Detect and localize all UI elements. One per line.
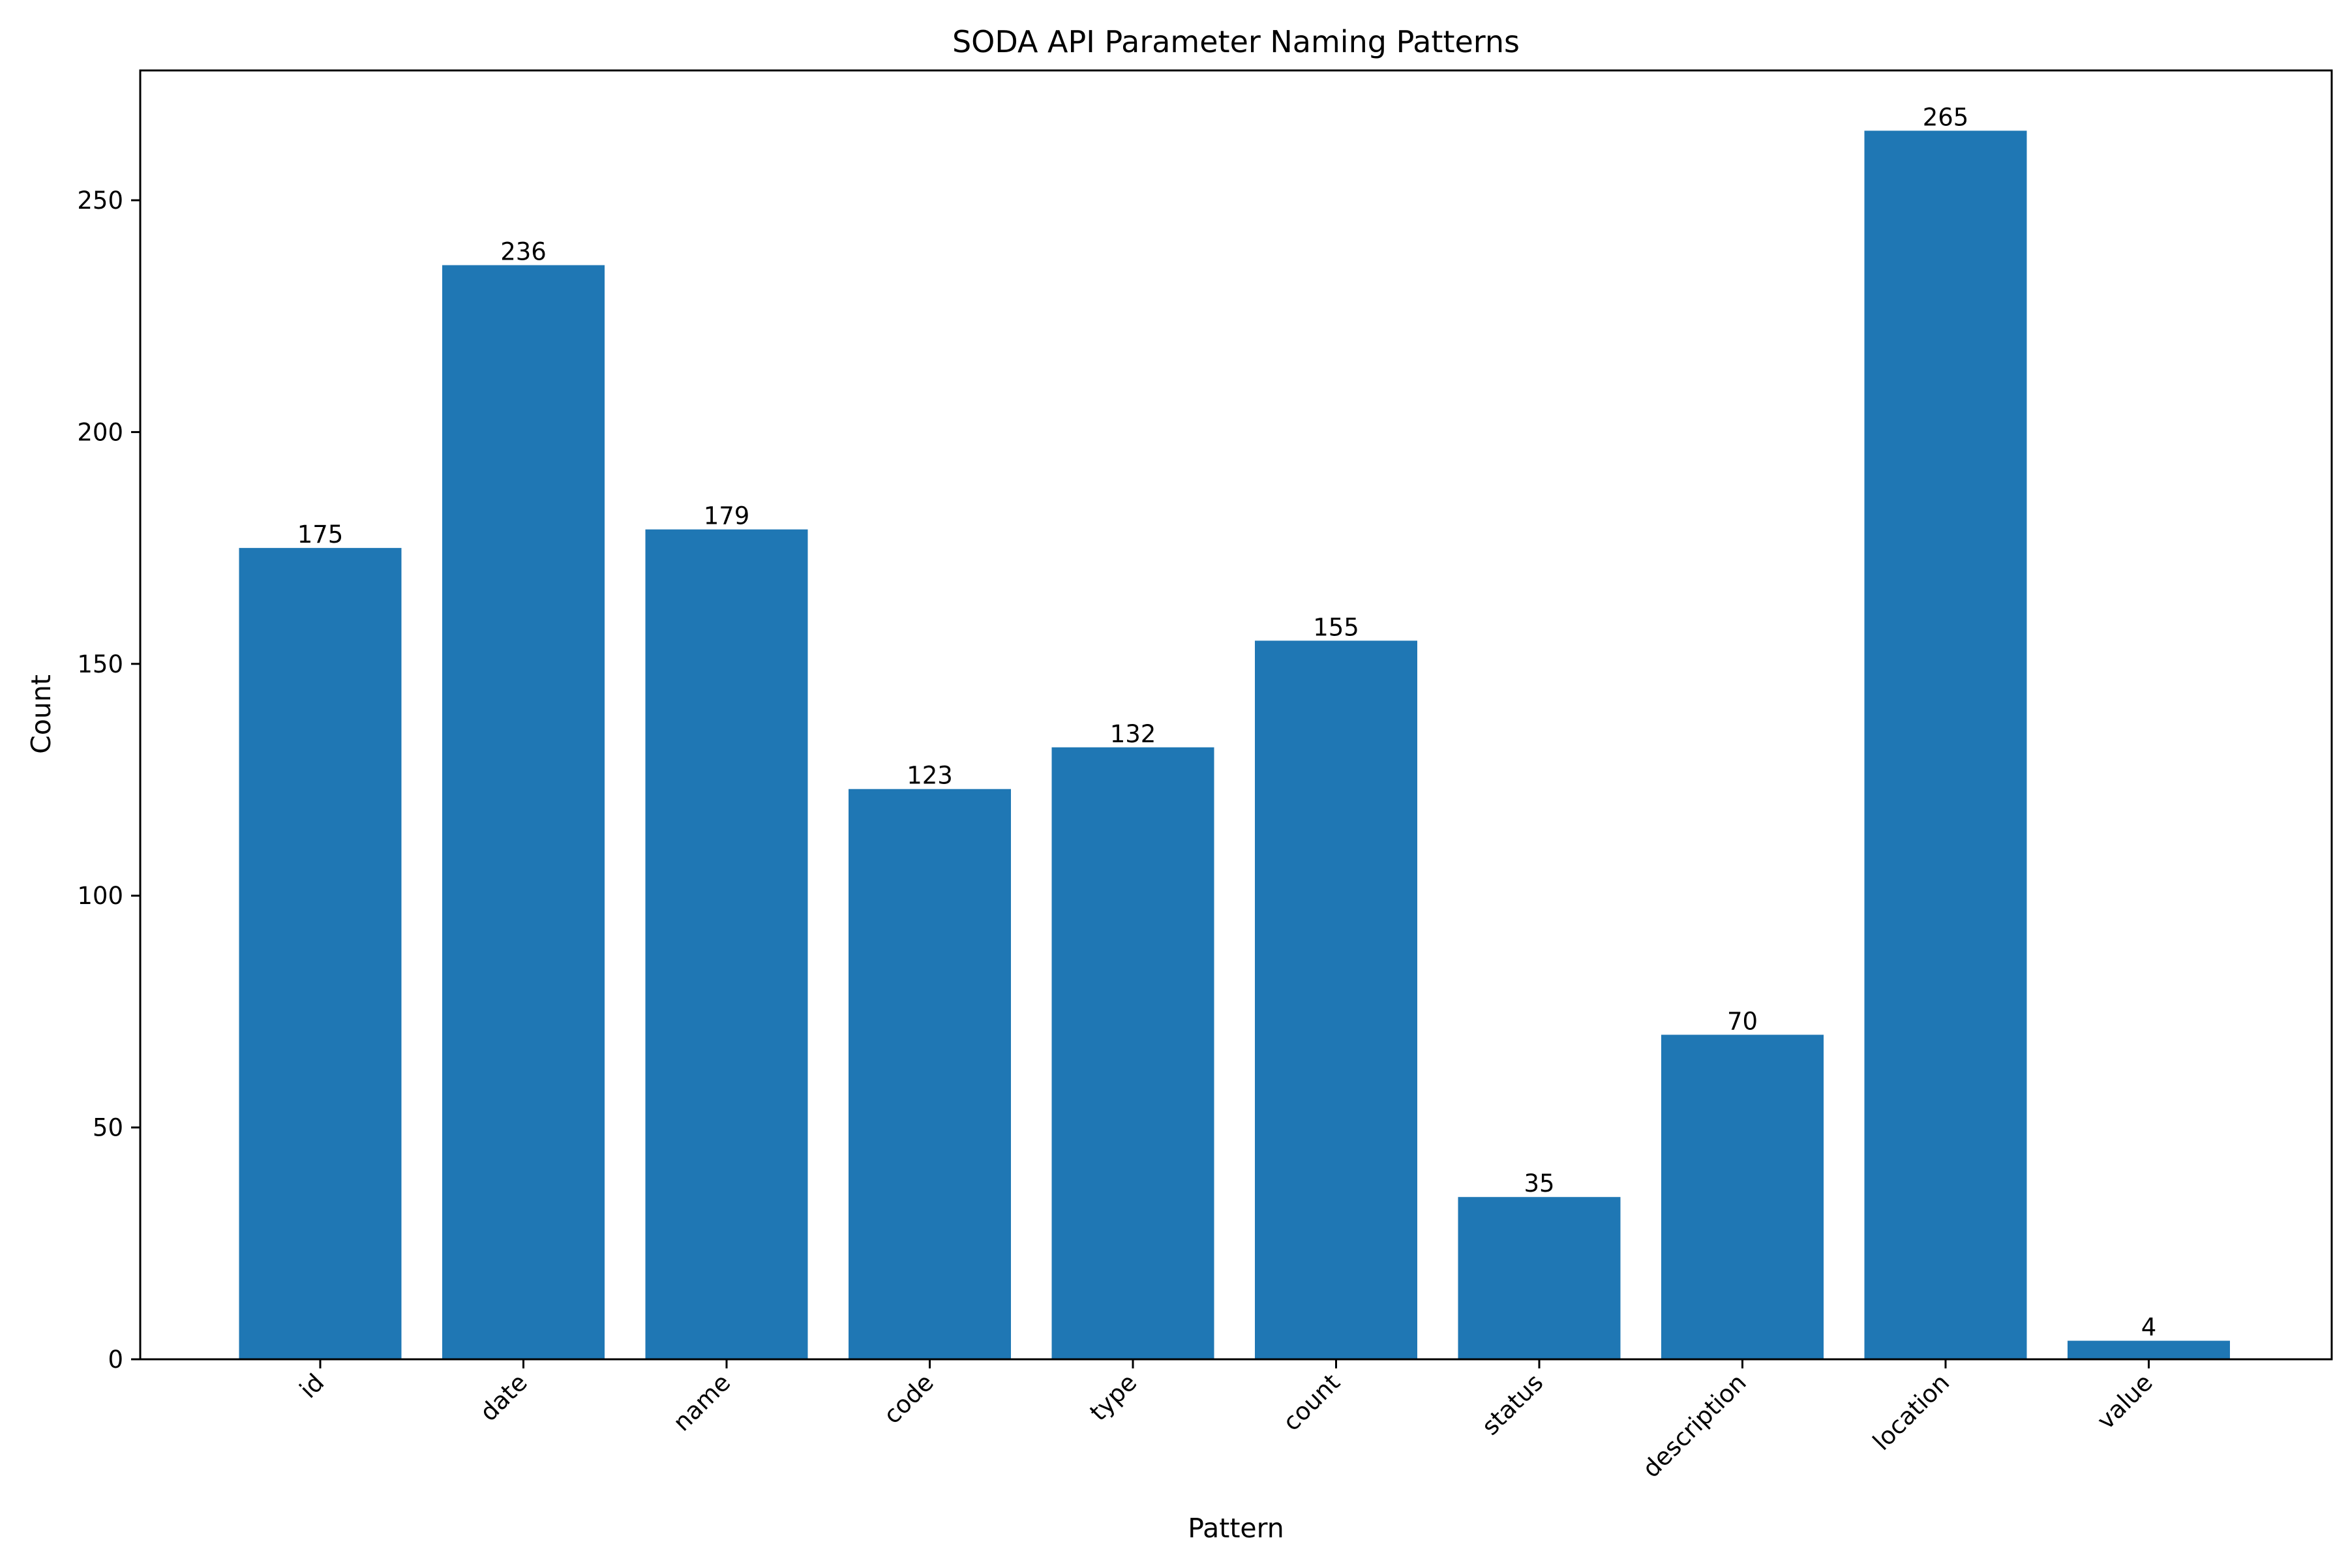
- x-tick-label-value: value: [2092, 1368, 2158, 1435]
- data-label-status: 35: [1524, 1169, 1554, 1198]
- y-axis-label: Count: [25, 674, 57, 754]
- x-tick-label-id: id: [294, 1368, 329, 1404]
- bar-name: [645, 529, 808, 1360]
- y-tick-label-100: 100: [77, 882, 123, 910]
- bar-value: [2068, 1340, 2230, 1359]
- x-axis: id date name code type count status description…: [294, 1359, 2158, 1483]
- bar-date: [442, 265, 605, 1359]
- bar-count: [1255, 641, 1417, 1359]
- bar-status: [1458, 1197, 1621, 1359]
- x-tick-label-name: name: [668, 1368, 736, 1437]
- x-tick-label-location: location: [1867, 1368, 1955, 1456]
- data-label-code: 123: [907, 762, 953, 790]
- data-label-name: 179: [704, 502, 750, 530]
- y-tick-label-0: 0: [108, 1346, 123, 1374]
- data-label-value: 4: [2141, 1314, 2157, 1342]
- x-tick-label-status: status: [1477, 1368, 1549, 1441]
- y-tick-label-50: 50: [93, 1114, 123, 1142]
- data-label-location: 265: [1923, 103, 1969, 131]
- data-label-type: 132: [1110, 720, 1156, 748]
- x-tick-label-type: type: [1085, 1368, 1143, 1426]
- data-label-count: 155: [1313, 613, 1359, 641]
- bars-layer: [239, 130, 2230, 1360]
- x-tick-label-count: count: [1278, 1368, 1346, 1436]
- bar-description: [1661, 1034, 1824, 1359]
- y-tick-label-250: 250: [77, 187, 123, 215]
- data-labels-layer: 175 236 179 123 132 155 35 70 265 4: [297, 103, 2157, 1341]
- y-tick-label-150: 150: [77, 650, 123, 678]
- data-label-id: 175: [297, 520, 344, 549]
- data-label-date: 236: [500, 238, 547, 266]
- bar-type: [1051, 747, 1214, 1359]
- x-tick-label-date: date: [474, 1368, 532, 1426]
- x-tick-label-description: description: [1637, 1368, 1752, 1483]
- bar-id: [239, 548, 402, 1359]
- y-tick-label-200: 200: [77, 418, 123, 446]
- y-axis: 0 50 100 150 200 250: [77, 187, 140, 1374]
- x-tick-label-code: code: [878, 1368, 939, 1430]
- plot-frame: [139, 69, 2333, 1361]
- bar-location: [1864, 130, 2027, 1359]
- bar-code: [849, 789, 1011, 1359]
- data-label-description: 70: [1727, 1007, 1758, 1035]
- x-axis-label: Pattern: [1188, 1513, 1284, 1544]
- chart-title: SODA API Parameter Naming Patterns: [952, 24, 1520, 59]
